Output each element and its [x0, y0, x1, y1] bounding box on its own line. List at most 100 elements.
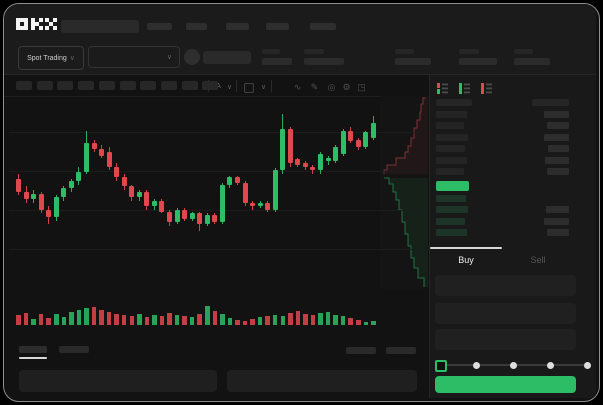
- volume-bar: [144, 317, 150, 325]
- ask-amount-placeholder[interactable]: [545, 156, 569, 164]
- candle-body: [38, 193, 44, 210]
- tab-buy[interactable]: Buy: [430, 247, 502, 273]
- nav-item-placeholder[interactable]: [147, 23, 172, 30]
- expand-icon[interactable]: ◳: [357, 82, 366, 92]
- gear-icon[interactable]: ⚙: [342, 82, 351, 92]
- volume-bar: [152, 314, 157, 325]
- chevron-down-icon[interactable]: ∨: [227, 84, 233, 91]
- ask-amount-placeholder[interactable]: [548, 145, 569, 152]
- volume-bar: [318, 312, 323, 325]
- timeframe-button[interactable]: [98, 81, 115, 90]
- tab-sell[interactable]: Sell: [502, 247, 574, 273]
- ask-amount-placeholder[interactable]: [544, 133, 569, 141]
- timeframe-button[interactable]: [119, 81, 136, 90]
- slider-handle-active[interactable]: [435, 360, 447, 372]
- slider-dot[interactable]: [584, 362, 591, 369]
- stat-value-placeholder: [395, 58, 431, 65]
- slider-dot[interactable]: [547, 362, 554, 369]
- volume-bar: [235, 320, 240, 325]
- volume-bar: [272, 314, 278, 325]
- buy-submit-button[interactable]: [435, 376, 576, 393]
- slider-dot[interactable]: [510, 362, 517, 369]
- candle-body: [310, 166, 316, 171]
- bottom-tab-1[interactable]: [19, 346, 47, 353]
- volume-bar: [363, 321, 369, 325]
- chart-gridline: [9, 171, 424, 172]
- nav-item-placeholder[interactable]: [226, 23, 249, 30]
- orderbook-mode-bids-icon[interactable]: [458, 82, 471, 95]
- nav-item-placeholder[interactable]: [186, 23, 207, 30]
- candle-body: [68, 181, 74, 189]
- ask-price-placeholder[interactable]: [436, 156, 467, 164]
- ask-price-placeholder[interactable]: [436, 122, 464, 129]
- volume-bar: [167, 312, 172, 325]
- orderbook-mode-asks-icon[interactable]: [480, 82, 493, 95]
- timeframe-button[interactable]: [202, 81, 219, 90]
- candle-body: [242, 182, 248, 203]
- bid-price-placeholder[interactable]: [436, 194, 466, 202]
- timeframe-button[interactable]: [16, 81, 32, 90]
- timeframe-button[interactable]: [181, 81, 198, 90]
- pair-dropdown[interactable]: ∨: [88, 46, 180, 68]
- chevron-down-icon[interactable]: ∨: [261, 84, 267, 91]
- search-input[interactable]: [61, 20, 139, 33]
- order-input-placeholder[interactable]: [435, 303, 576, 324]
- last-price-bar[interactable]: [436, 181, 469, 191]
- bid-amount-placeholder[interactable]: [544, 217, 569, 225]
- market-type-dropdown[interactable]: Spot Trading ∨: [18, 46, 84, 70]
- bid-amount-placeholder[interactable]: [546, 206, 569, 213]
- wave-icon[interactable]: ∿: [293, 82, 302, 92]
- timeframe-button[interactable]: [140, 81, 157, 90]
- header-divider: [4, 74, 596, 75]
- volume-bar: [189, 317, 195, 325]
- order-input-placeholder[interactable]: [435, 275, 576, 296]
- active-tab-indicator: [430, 247, 502, 249]
- ask-price-placeholder[interactable]: [436, 110, 467, 118]
- volume-bar: [114, 313, 119, 325]
- timeframe-button[interactable]: [78, 81, 95, 90]
- okx-logo[interactable]: [16, 18, 57, 30]
- bid-price-placeholder[interactable]: [436, 206, 468, 213]
- toolbar-divider-bottom: [4, 96, 429, 97]
- camera-icon[interactable]: ◎: [327, 82, 336, 92]
- timeframe-button[interactable]: [160, 81, 177, 90]
- timeframe-button[interactable]: [57, 81, 74, 90]
- bottom-action-placeholder-1[interactable]: [346, 347, 376, 354]
- nav-item-placeholder[interactable]: [266, 23, 289, 30]
- volume-bar: [61, 316, 67, 325]
- nav-item-placeholder[interactable]: [310, 23, 336, 30]
- bid-amount-placeholder[interactable]: [547, 229, 569, 236]
- orders-panel-placeholder: [19, 370, 217, 392]
- volume-bar: [106, 312, 112, 325]
- volume-bar: [303, 313, 308, 325]
- volume-bar: [265, 315, 270, 325]
- orderbook-mode-combined-icon[interactable]: [436, 82, 449, 95]
- ask-amount-placeholder[interactable]: [544, 110, 569, 118]
- volume-bar: [197, 313, 202, 325]
- stat-label-placeholder: [459, 49, 479, 54]
- chart-style-icon[interactable]: [244, 83, 254, 93]
- ask-price-placeholder[interactable]: [436, 133, 468, 141]
- timeframe-button[interactable]: [36, 81, 53, 90]
- ask-amount-placeholder[interactable]: [547, 168, 569, 175]
- volume-bar: [182, 316, 187, 325]
- candle-body: [355, 139, 361, 147]
- candle-body: [99, 148, 105, 156]
- ask-price-placeholder[interactable]: [436, 145, 465, 152]
- ask-amount-placeholder[interactable]: [547, 122, 569, 129]
- bottom-tab-2[interactable]: [59, 346, 89, 353]
- bid-price-placeholder[interactable]: [436, 229, 467, 236]
- ask-price-placeholder[interactable]: [436, 168, 464, 175]
- order-input-placeholder[interactable]: [435, 329, 576, 350]
- candle-body: [31, 193, 37, 199]
- candle-body: [106, 152, 112, 167]
- toolbar-divider: [236, 80, 237, 92]
- bottom-action-placeholder-2[interactable]: [386, 347, 416, 354]
- bid-price-placeholder[interactable]: [436, 217, 465, 225]
- stat-value-placeholder: [459, 58, 497, 65]
- candle-body: [348, 130, 354, 142]
- chevron-down-icon: ∨: [166, 53, 172, 61]
- slider-dot[interactable]: [473, 362, 480, 369]
- candle-body: [363, 132, 369, 147]
- pencil-icon[interactable]: ✎: [310, 82, 319, 92]
